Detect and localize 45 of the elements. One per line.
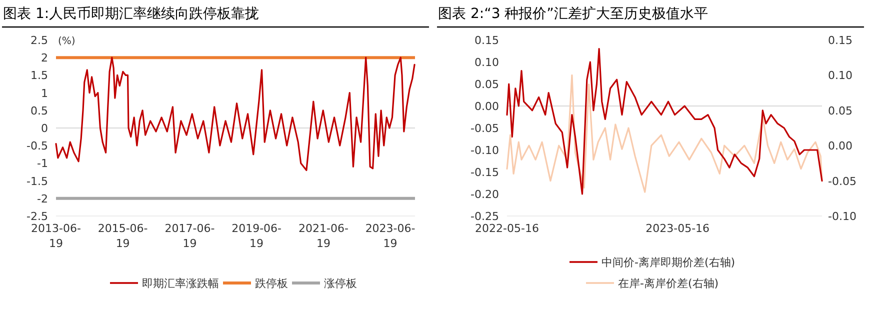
x-tick-label: 2015-06-19 [98, 222, 148, 250]
line-series [506, 48, 823, 195]
x-tick-label: 2017-06-19 [164, 222, 215, 250]
y2-tick-label: -0.10 [828, 210, 856, 223]
y-tick-label: 0.00 [474, 100, 499, 113]
y-tick-label: 0.5 [30, 104, 48, 118]
y-tick-label: -1.5 [26, 174, 48, 188]
legend-label: 在岸-离岸价差(右轴) [618, 277, 719, 290]
y-tick-label: -0.20 [470, 188, 499, 201]
y-tick-label: -0.05 [470, 122, 499, 135]
y-tick-label: 2 [41, 52, 48, 65]
y-axis-title: (%) [58, 36, 76, 47]
y2-tick-label: 0.10 [828, 69, 852, 82]
y-tick-label: -0.5 [26, 140, 48, 153]
x-tick-label: 2023-06-19 [365, 222, 416, 250]
legend-label: 跌停板 [255, 277, 288, 290]
legend-label: 中间价-离岸即期价差(右轴) [602, 256, 736, 269]
y-tick-label: -2.5 [26, 210, 48, 223]
y-tick-label: -0.25 [470, 210, 499, 223]
y-tick-label: -1 [37, 157, 48, 170]
line-series [55, 56, 416, 172]
y-tick-label: 0 [41, 122, 48, 135]
y-tick-label: 0.15 [474, 34, 499, 47]
y-tick-label: -0.10 [470, 144, 499, 157]
x-tick-label: 2013-06-19 [31, 222, 81, 250]
y-tick-label: 1 [41, 86, 48, 100]
y-tick-label: -0.15 [470, 166, 499, 179]
y-tick-label: 1.5 [30, 69, 48, 82]
x-tick-label: 2021-06-19 [298, 222, 348, 250]
y-tick-label: 0.05 [474, 78, 499, 91]
line-series [506, 74, 823, 193]
y2-tick-label: 0.00 [828, 140, 852, 153]
x-tick-label: 2023-05-16 [646, 222, 710, 235]
x-tick-label: 2022-05-16 [475, 222, 539, 235]
legend-label: 即期汇率涨跌幅 [142, 277, 219, 290]
x-tick-label: 2019-06-19 [232, 222, 282, 250]
y2-tick-label: -0.05 [828, 174, 856, 188]
legend-label: 涨停板 [324, 277, 357, 290]
y2-tick-label: 0.05 [828, 104, 852, 118]
chart-title: 图表 1:人民币即期汇率继续向跌停板靠拢 [3, 6, 260, 22]
y-tick-label: 0.10 [474, 56, 499, 69]
y-tick-label: 2.5 [30, 34, 48, 47]
y2-tick-label: 0.15 [828, 34, 852, 47]
chart-title: 图表 2:“3 种报价”汇差扩大至历史极值水平 [438, 6, 708, 22]
y-tick-label: -2 [37, 192, 48, 206]
